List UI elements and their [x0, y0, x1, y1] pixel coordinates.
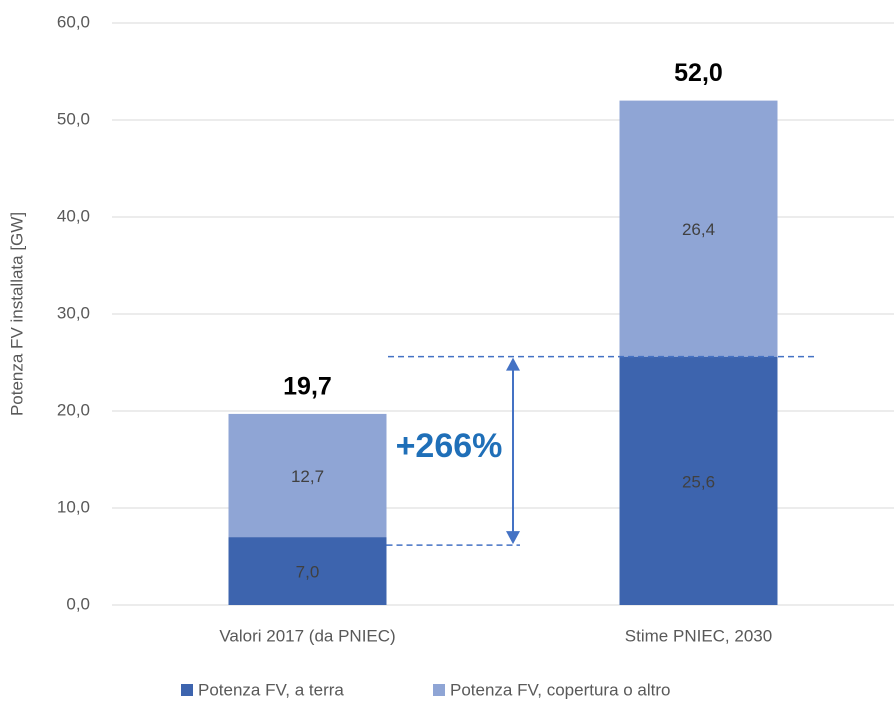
value-label: 26,4 — [682, 220, 715, 239]
y-tick-label: 30,0 — [57, 303, 90, 322]
x-tick-label: Stime PNIEC, 2030 — [625, 626, 772, 645]
bar-segment — [619, 100, 778, 357]
value-label: 7,0 — [296, 563, 320, 582]
y-tick-label: 10,0 — [57, 497, 90, 516]
y-axis-label: Potenza FV installata [GW] — [7, 212, 26, 416]
y-tick-label: 50,0 — [57, 109, 90, 128]
x-tick-label: Valori 2017 (da PNIEC) — [219, 626, 395, 645]
arrow-head — [506, 357, 520, 371]
value-label: 12,7 — [291, 467, 324, 486]
legend-swatch — [181, 684, 193, 696]
y-tick-label: 20,0 — [57, 400, 90, 419]
legend-label: Potenza FV, a terra — [198, 680, 344, 699]
legend-swatch — [433, 684, 445, 696]
y-tick-label: 60,0 — [57, 12, 90, 31]
y-tick-label: 40,0 — [57, 206, 90, 225]
bar-segment — [619, 356, 778, 605]
total-label: 52,0 — [674, 59, 723, 87]
value-label: 25,6 — [682, 472, 715, 491]
total-label: 19,7 — [283, 373, 332, 401]
bar-segment — [228, 537, 387, 605]
arrow-head — [506, 531, 520, 545]
bar-segment — [228, 413, 387, 538]
legend-label: Potenza FV, copertura o altro — [450, 680, 671, 699]
y-tick-label: 0,0 — [66, 594, 90, 613]
annotation: +266% — [396, 427, 503, 465]
